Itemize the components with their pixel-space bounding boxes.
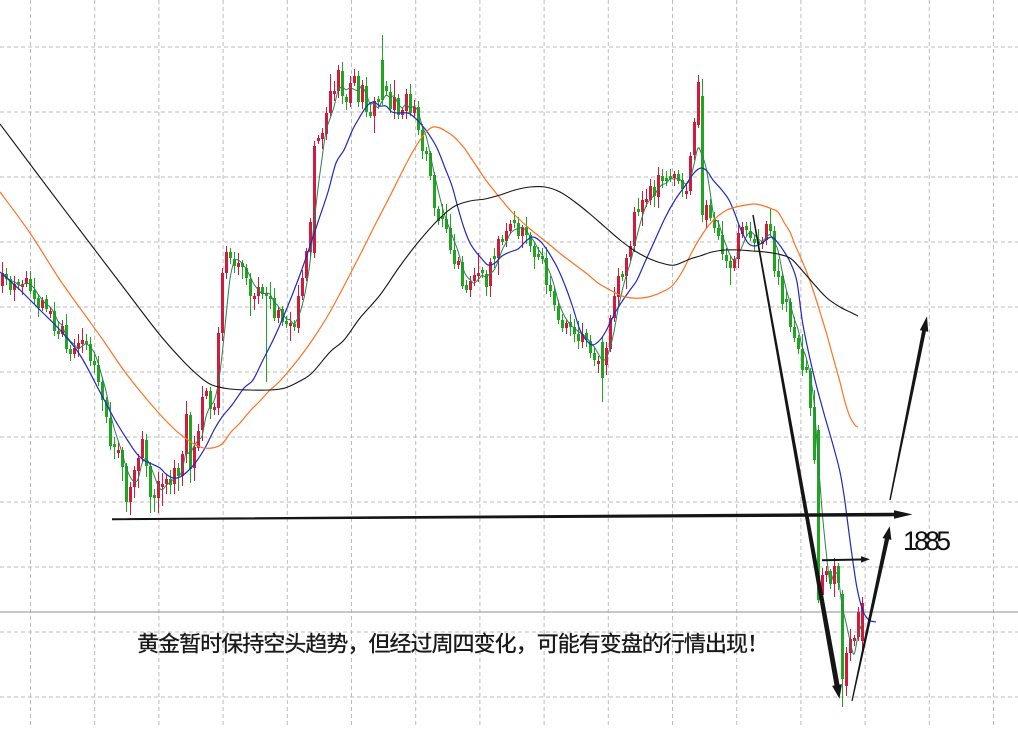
svg-text:1885: 1885: [903, 526, 951, 556]
